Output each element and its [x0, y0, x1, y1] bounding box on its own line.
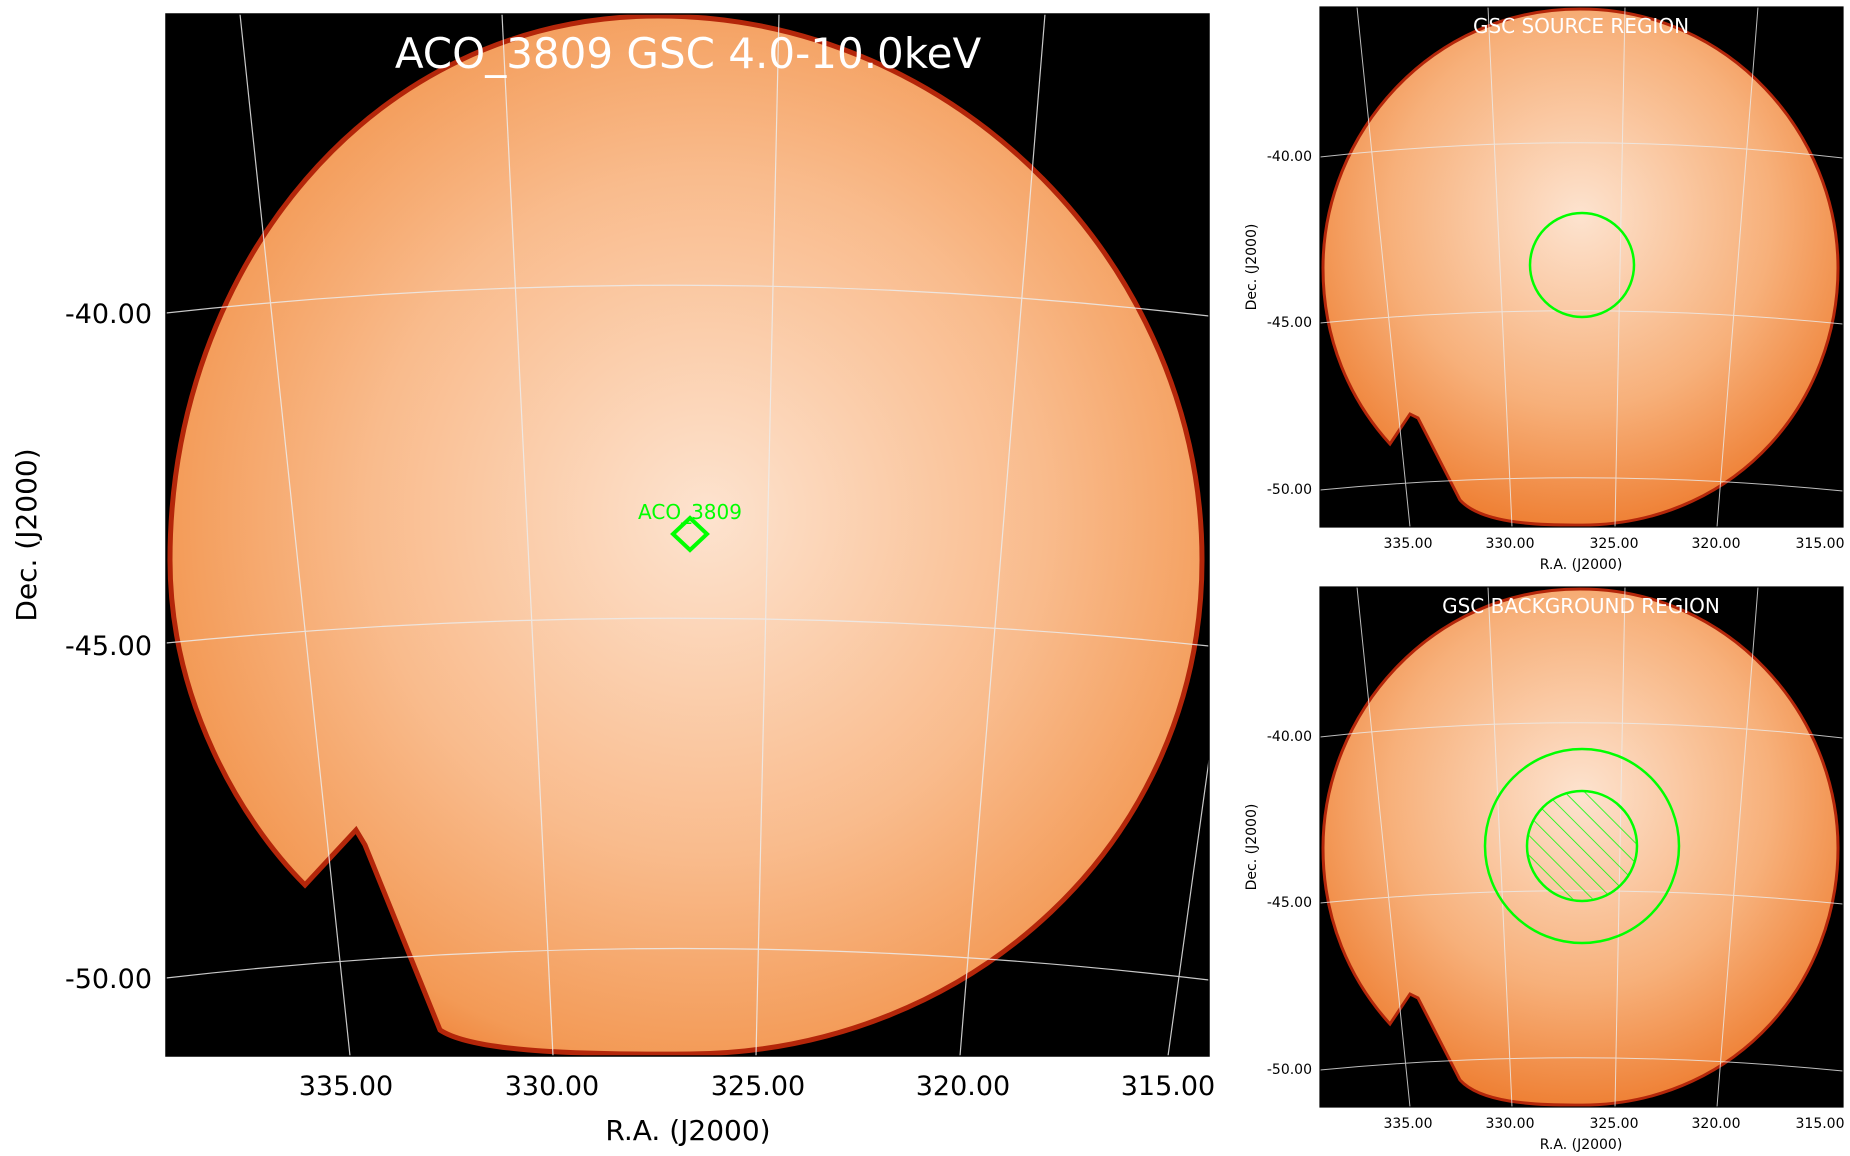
source-axes-frame: [1319, 6, 1844, 528]
background-excluded-region: [1525, 789, 1639, 903]
background-y-axis-label: Dec. (J2000): [1244, 804, 1260, 891]
background-ra-tick-label: 330.00: [1486, 1116, 1535, 1132]
main-dec-tick-label: -50.00: [65, 964, 152, 995]
main-panel: ACO_3809 GSC 4.0-10.0keV ACO_3809 335.00…: [10, 13, 1215, 1147]
source-dec-tick-label: -45.00: [1267, 315, 1312, 331]
background-ra-tick-label: 335.00: [1384, 1116, 1433, 1132]
source-dec-tick-label: -50.00: [1267, 482, 1312, 498]
main-ra-tick-label: 325.00: [711, 1071, 805, 1102]
background-region-panel: GSC BACKGROUND REGION 335.00 330.00 325.…: [1244, 586, 1845, 1153]
source-ra-tick-label: 315.00: [1796, 536, 1845, 552]
source-x-axis-label: R.A. (J2000): [1540, 557, 1623, 573]
background-ra-tick-label: 315.00: [1796, 1116, 1845, 1132]
background-dec-tick-label: -40.00: [1267, 729, 1312, 745]
source-region-panel: GSC SOURCE REGION 335.00 330.00 325.00 3…: [1244, 6, 1845, 573]
background-x-axis-label: R.A. (J2000): [1540, 1137, 1623, 1153]
main-y-axis-label: Dec. (J2000): [10, 448, 43, 621]
main-ra-tick-label: 330.00: [505, 1071, 599, 1102]
background-ra-tick-label: 325.00: [1590, 1116, 1639, 1132]
source-region-circle: [1528, 211, 1636, 319]
main-axes-frame: [165, 13, 1210, 1057]
main-title: ACO_3809 GSC 4.0-10.0keV: [395, 29, 982, 78]
source-marker-diamond: [670, 515, 710, 553]
main-ra-tick-label: 335.00: [299, 1071, 393, 1102]
main-coordinate-grid: [166, 14, 1209, 1056]
source-ra-tick-label: 335.00: [1384, 536, 1433, 552]
source-panel-title: GSC SOURCE REGION: [1473, 14, 1689, 38]
source-ra-tick-label: 325.00: [1590, 536, 1639, 552]
source-ra-tick-label: 330.00: [1486, 536, 1535, 552]
main-x-axis-label: R.A. (J2000): [605, 1114, 770, 1147]
background-panel-title: GSC BACKGROUND REGION: [1442, 594, 1720, 618]
main-dec-tick-label: -45.00: [65, 631, 152, 662]
main-exposure-disk: [167, 14, 1205, 1056]
source-exposure-disk: [1321, 7, 1840, 527]
background-dec-tick-label: -45.00: [1267, 895, 1312, 911]
background-dec-tick-label: -50.00: [1267, 1062, 1312, 1078]
source-coordinate-grid: [1320, 7, 1843, 527]
source-y-axis-label: Dec. (J2000): [1244, 224, 1260, 311]
main-dec-tick-label: -40.00: [65, 299, 152, 330]
main-ra-tick-label: 320.00: [916, 1071, 1010, 1102]
main-ra-tick-label: 315.00: [1121, 1071, 1215, 1102]
background-annulus-outer: [1483, 747, 1681, 945]
background-axes-frame: [1319, 586, 1844, 1108]
background-ra-tick-label: 320.00: [1692, 1116, 1741, 1132]
background-coordinate-grid: [1320, 587, 1843, 1107]
source-ra-tick-label: 320.00: [1692, 536, 1741, 552]
source-dec-tick-label: -40.00: [1267, 149, 1312, 165]
